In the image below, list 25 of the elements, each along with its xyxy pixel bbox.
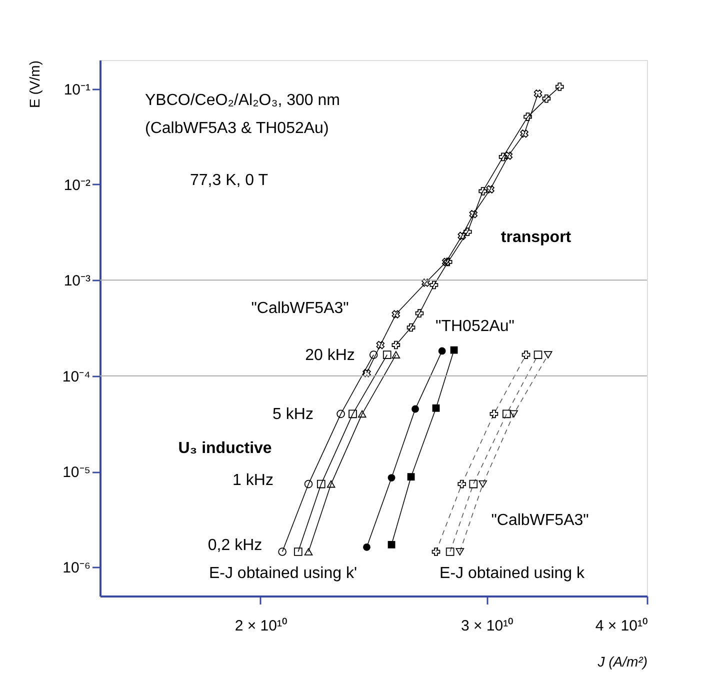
- annotation: "TH052Au": [436, 318, 514, 335]
- y-tick-label: 10⁻⁴: [62, 368, 90, 386]
- annotation: 5 kHz: [272, 406, 314, 423]
- y-tick-label: 10⁻²: [64, 176, 90, 194]
- annotation: 0,2 kHz: [208, 537, 262, 554]
- y-tick-label: 10⁻³: [64, 272, 90, 290]
- annotation: E-J obtained using k: [440, 565, 586, 582]
- annotation: E-J obtained using k': [208, 565, 358, 582]
- annotation: (CalbWF5A3 & TH052Au): [145, 120, 329, 137]
- y-axis-title: E (V/m): [26, 60, 42, 108]
- annotation: 20 kHz: [305, 347, 355, 364]
- annotation: "CalbWF5A3": [251, 300, 349, 317]
- x-axis-title: J (A/m²): [596, 654, 648, 670]
- annotation: "CalbWF5A3": [491, 512, 589, 529]
- annotation: 1 kHz: [232, 472, 274, 489]
- y-tick-label: 10⁻⁶: [62, 560, 90, 577]
- x-tick-label: 4 × 10¹⁰: [595, 618, 648, 634]
- x-tick-label: 3 × 10¹⁰: [461, 618, 514, 634]
- annotation: YBCO/CeO₂/Al₂O₃, 300 nm: [145, 92, 340, 109]
- y-tick-label: 10⁻⁵: [62, 464, 90, 482]
- x-tick-label: 2 × 10¹⁰: [234, 618, 287, 634]
- y-tick-label: 10⁻¹: [64, 81, 90, 98]
- annotation: transport: [500, 229, 572, 246]
- annotation: 77,3 K, 0 T: [190, 172, 268, 189]
- annotation: U₃ inductive: [178, 440, 272, 457]
